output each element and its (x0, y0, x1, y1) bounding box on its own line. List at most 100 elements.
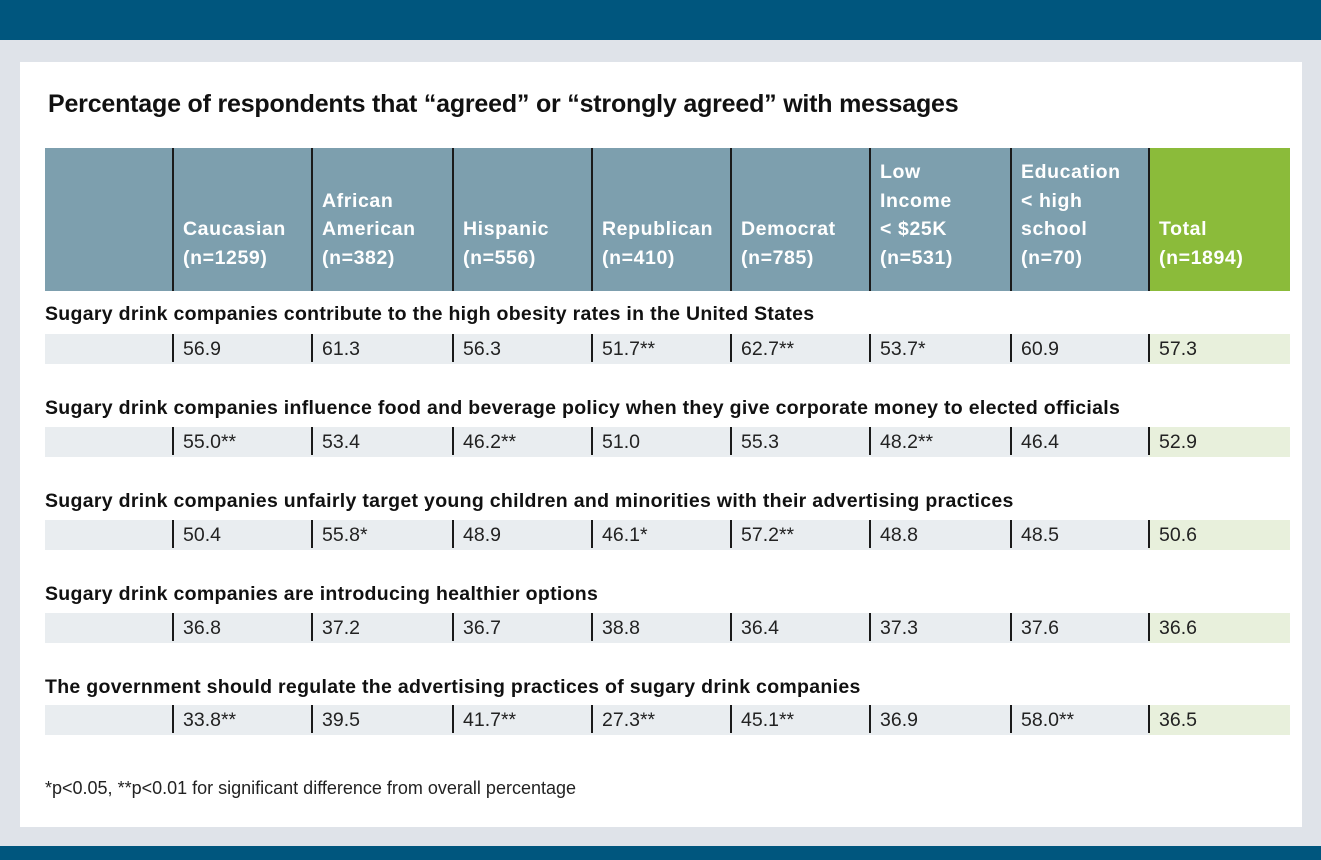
value-cell-democrat: 45.1** (731, 705, 870, 735)
value-cell-republican: 51.7** (592, 334, 731, 364)
header-label-line: Republican (602, 218, 714, 240)
value-cell-hispanic: 48.9 (453, 520, 592, 550)
column-divider (311, 613, 313, 641)
column-divider (172, 427, 174, 455)
header-democrat: Democrat (n=785) (731, 148, 870, 291)
header-label-line: Hispanic (463, 218, 550, 240)
column-divider (311, 520, 313, 548)
column-divider (730, 148, 732, 291)
header-label-line: school (1021, 218, 1088, 240)
value-cell-african-american: 55.8* (312, 520, 453, 550)
value-cell-republican: 51.0 (592, 427, 731, 457)
value-cell-african-american: 39.5 (312, 705, 453, 735)
header-label-line: Democrat (741, 218, 836, 240)
column-divider (591, 613, 593, 641)
value-cell-education: 48.5 (1011, 520, 1149, 550)
column-divider (311, 148, 313, 291)
value-cell-african-american: 61.3 (312, 334, 453, 364)
column-divider (1148, 705, 1150, 733)
column-divider (869, 427, 871, 455)
question-label: Sugary drink companies influence food an… (45, 397, 1121, 419)
column-divider (730, 334, 732, 362)
value-cell-education: 60.9 (1011, 334, 1149, 364)
column-divider (452, 705, 454, 733)
column-divider (452, 334, 454, 362)
column-divider (1148, 427, 1150, 455)
header-label-line: American (322, 218, 416, 240)
column-divider (1010, 520, 1012, 548)
column-divider (869, 148, 871, 291)
value-cell-hispanic: 56.3 (453, 334, 592, 364)
column-divider (311, 705, 313, 733)
table-title: Percentage of respondents that “agreed” … (48, 90, 959, 118)
value-cell-democrat: 36.4 (731, 613, 870, 643)
value-cell-republican: 27.3** (592, 705, 731, 735)
value-cell-caucasian: 56.9 (173, 334, 312, 364)
value-cell-caucasian: 36.8 (173, 613, 312, 643)
column-divider (869, 334, 871, 362)
column-divider (311, 334, 313, 362)
column-divider (452, 520, 454, 548)
column-divider (172, 613, 174, 641)
header-label-line: African (322, 189, 394, 212)
table-row: 36.8 37.2 36.7 38.8 36.4 37.3 37.6 36.6 (45, 613, 1290, 643)
header-education: Education < high school (n=70) (1011, 148, 1149, 291)
header-low-income: Low Income < $25K (n=531) (870, 148, 1011, 291)
value-cell-african-american: 37.2 (312, 613, 453, 643)
header-label-line: < $25K (880, 218, 948, 240)
question-label: Sugary drink companies contribute to the… (45, 303, 815, 325)
column-divider (311, 427, 313, 455)
column-divider (591, 148, 593, 291)
header-label-line: (n=1894) (1159, 246, 1244, 269)
table-row: 33.8** 39.5 41.7** 27.3** 45.1** 36.9 58.0** 36… (45, 705, 1290, 735)
header-label-line: Education (1021, 161, 1121, 183)
column-divider (1010, 148, 1012, 291)
question-label: Sugary drink companies are introducing h… (45, 583, 599, 605)
value-cell-education: 37.6 (1011, 613, 1149, 643)
column-divider (452, 427, 454, 455)
value-cell-caucasian: 33.8** (173, 705, 312, 735)
header-label-line: Income (880, 189, 952, 212)
column-divider (591, 520, 593, 548)
value-cell-total: 36.5 (1149, 705, 1290, 735)
column-divider (172, 705, 174, 733)
value-cell-african-american: 53.4 (312, 427, 453, 457)
value-cell-total: 36.6 (1149, 613, 1290, 643)
header-stub (45, 148, 173, 291)
column-divider (869, 705, 871, 733)
column-divider (730, 427, 732, 455)
header-african-american: African American (n=382) (312, 148, 453, 291)
column-divider (869, 520, 871, 548)
value-cell-hispanic: 36.7 (453, 613, 592, 643)
question-label: The government should regulate the adver… (45, 676, 861, 698)
column-divider (1010, 613, 1012, 641)
column-divider (1010, 705, 1012, 733)
header-label-line: Total (1159, 218, 1208, 240)
top-banner (0, 0, 1321, 40)
value-cell-republican: 38.8 (592, 613, 731, 643)
column-divider (1148, 520, 1150, 548)
column-divider (172, 520, 174, 548)
row-stub-cell (45, 334, 173, 364)
table-header: Caucasian (n=1259) African American (n=382) H… (45, 148, 1290, 291)
value-cell-low-income: 37.3 (870, 613, 1011, 643)
column-divider (452, 613, 454, 641)
row-stub-cell (45, 613, 173, 643)
value-cell-low-income: 48.2** (870, 427, 1011, 457)
header-label-line: (n=382) (322, 246, 396, 269)
column-divider (730, 705, 732, 733)
header-label-line: (n=531) (880, 246, 954, 269)
value-cell-republican: 46.1* (592, 520, 731, 550)
header-label-line: (n=556) (463, 246, 537, 269)
header-label-line: Low (880, 161, 921, 183)
value-cell-caucasian: 50.4 (173, 520, 312, 550)
column-divider (172, 148, 174, 291)
header-label-line: (n=70) (1021, 246, 1083, 269)
footnote: *p<0.05, **p<0.01 for significant differ… (45, 778, 576, 798)
row-stub-cell (45, 427, 173, 457)
column-divider (869, 613, 871, 641)
value-cell-hispanic: 41.7** (453, 705, 592, 735)
column-divider (591, 334, 593, 362)
row-stub-cell (45, 705, 173, 735)
value-cell-education: 46.4 (1011, 427, 1149, 457)
